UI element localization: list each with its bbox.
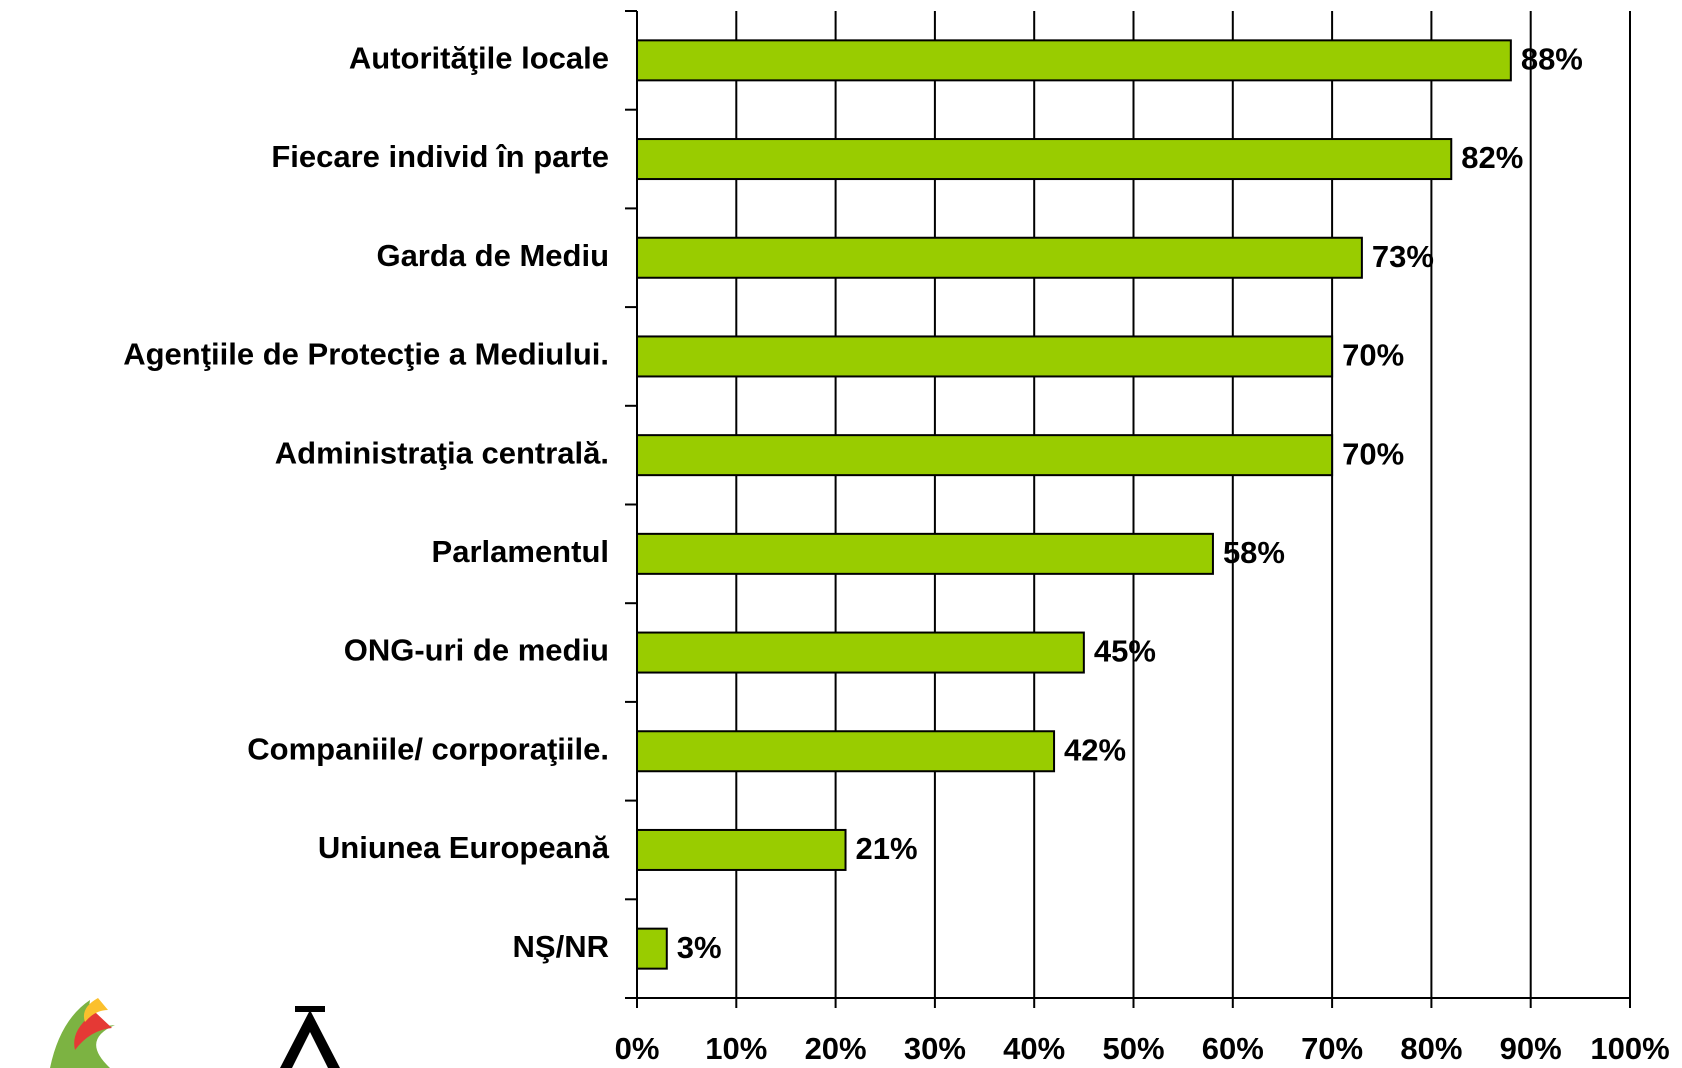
bar bbox=[636, 828, 847, 871]
logo-letter bbox=[280, 1006, 340, 1068]
bar bbox=[636, 138, 1453, 181]
bar bbox=[636, 434, 1334, 477]
y-tick-label: Autorităţile locale bbox=[349, 41, 609, 76]
bar bbox=[636, 927, 668, 970]
bar bbox=[636, 39, 1512, 82]
x-tick-label: 100% bbox=[1590, 1031, 1669, 1066]
y-tick-label: Fiecare individ în parte bbox=[271, 139, 609, 174]
x-tick-label: 0% bbox=[615, 1031, 660, 1066]
data-label: 88% bbox=[1521, 42, 1583, 77]
x-tick-label: 50% bbox=[1102, 1031, 1164, 1066]
y-tick-label: Administraţia centrală. bbox=[275, 435, 609, 470]
data-label: 70% bbox=[1342, 436, 1404, 471]
bar bbox=[636, 335, 1334, 378]
data-label: 21% bbox=[856, 831, 918, 866]
x-tick-label: 40% bbox=[1003, 1031, 1065, 1066]
y-tick-label: Uniunea Europeană bbox=[318, 830, 610, 865]
y-tick-label: Agenţiile de Protecţie a Mediului. bbox=[123, 337, 609, 372]
x-tick-label: 90% bbox=[1500, 1031, 1562, 1066]
data-label: 73% bbox=[1372, 239, 1434, 274]
y-tick-label: Garda de Mediu bbox=[376, 238, 609, 273]
bar bbox=[636, 532, 1214, 575]
x-tick-label: 60% bbox=[1202, 1031, 1264, 1066]
y-tick-label: ONG-uri de mediu bbox=[344, 633, 609, 668]
data-label: 45% bbox=[1094, 634, 1156, 669]
data-label: 82% bbox=[1461, 140, 1523, 175]
y-tick-label: Parlamentul bbox=[432, 534, 609, 569]
bar bbox=[636, 631, 1085, 674]
bar bbox=[636, 730, 1056, 773]
x-tick-label: 80% bbox=[1400, 1031, 1462, 1066]
x-tick-label: 10% bbox=[705, 1031, 767, 1066]
y-tick-label: Companiile/ corporaţiile. bbox=[247, 731, 609, 766]
x-tick-label: 20% bbox=[805, 1031, 867, 1066]
x-tick-label: 30% bbox=[904, 1031, 966, 1066]
data-label: 42% bbox=[1064, 732, 1126, 767]
data-label: 58% bbox=[1223, 535, 1285, 570]
data-label: 70% bbox=[1342, 338, 1404, 373]
logo-flame bbox=[50, 998, 115, 1068]
data-label: 3% bbox=[677, 930, 722, 965]
bar bbox=[636, 236, 1363, 279]
x-tick-label: 70% bbox=[1301, 1031, 1363, 1066]
y-tick-label: NŞ/NR bbox=[513, 929, 609, 964]
